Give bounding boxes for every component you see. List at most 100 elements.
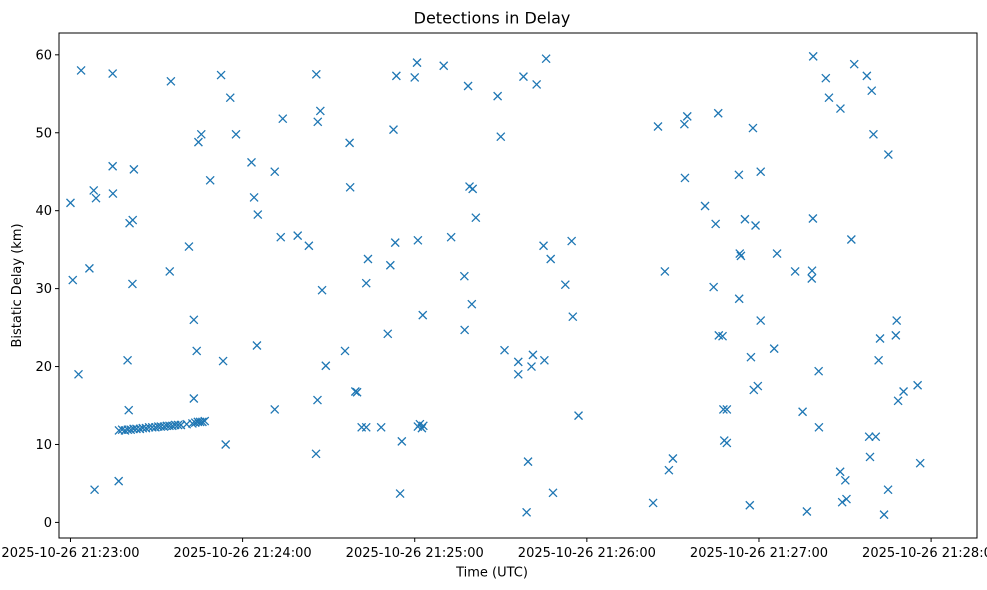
y-tick-label: 20 [35,360,52,375]
y-tick-label: 50 [35,126,52,141]
data-point [790,267,800,276]
data-point [166,76,176,86]
data-point [846,235,856,244]
data-point [899,387,909,396]
data-point [196,129,206,139]
data-point [205,175,215,185]
data-point [653,122,663,131]
data-point [221,440,231,449]
data-point [193,137,203,147]
data-point [807,266,817,276]
data-point [418,310,428,320]
data-point [879,510,889,520]
data-point [76,65,86,75]
data-point [471,213,481,223]
data-point [187,418,197,428]
data-point [574,411,583,421]
data-point [345,182,355,192]
data-point [865,452,875,462]
data-point [197,417,207,427]
data-point [129,424,139,434]
data-point [321,361,331,371]
y-axis: 0 10 20 30 40 50 60 [35,48,59,531]
data-point [798,407,808,417]
data-point [413,235,423,245]
data-point [89,185,99,195]
data-point [915,458,925,468]
data-point [340,346,350,356]
data-point [527,362,536,372]
data-point [891,330,901,340]
data-point [539,355,549,365]
data-point [849,59,859,69]
data-point [736,251,746,261]
data-point [864,432,874,442]
data-point [390,238,400,248]
data-point [735,249,745,259]
data-point [165,267,175,276]
y-axis-title: Bistatic Delay (km) [10,223,25,347]
data-point [270,404,280,414]
data-point [756,316,766,326]
data-point [871,432,881,442]
data-point [682,111,692,121]
data-point [808,51,818,61]
x-tick-label: 2025-10-26 21:23:00 [1,546,139,561]
data-point [496,132,506,142]
data-point [842,494,851,504]
data-point [734,294,744,304]
data-point [249,192,259,202]
data-point [753,381,763,391]
data-point [648,498,658,508]
data-point [883,150,893,160]
data-point [317,285,327,295]
x-tick-label: 2025-10-26 21:27:00 [690,546,828,561]
data-point [745,500,755,510]
x-tick-label: 2025-10-26 21:28:00 [862,546,987,561]
data-point [189,315,199,325]
data-point [345,138,355,148]
data-point [660,267,670,276]
data-point [467,299,477,309]
data-point [108,161,118,171]
data-point [664,465,674,475]
chart-title: Detections in Delay [414,9,571,28]
data-point [361,422,371,432]
data-point [518,72,528,82]
data-point [231,129,241,139]
data-point [772,249,782,259]
data-point [315,106,325,116]
x-tick-label: 2025-10-26 21:25:00 [346,546,484,561]
data-point [216,70,226,80]
data-point [200,416,210,426]
data-point [108,189,118,198]
data-point [668,454,678,463]
data-point [124,405,134,415]
data-point [711,219,721,229]
data-point [270,167,280,177]
data-point [446,232,456,242]
x-axis-title: Time (UTC) [455,566,528,581]
y-tick-label: 60 [35,48,52,63]
x-axis: 2025-10-26 21:23:00 2025-10-26 21:24:00 20… [1,538,987,561]
data-point [539,241,548,251]
data-point [439,61,449,71]
data-point [546,254,556,264]
data-point [127,279,137,289]
data-point [807,274,817,283]
data-point [128,215,138,225]
data-point [808,214,818,223]
data-point [385,260,395,270]
data-point [218,356,228,366]
data-point [560,280,570,290]
data-point [397,436,407,446]
data-point [814,422,824,432]
data-point [463,81,473,91]
data-point [313,395,322,405]
data-point [532,79,542,89]
data-point [892,316,902,326]
data-point [802,507,812,516]
data-point [700,201,710,211]
data-point [383,329,393,339]
